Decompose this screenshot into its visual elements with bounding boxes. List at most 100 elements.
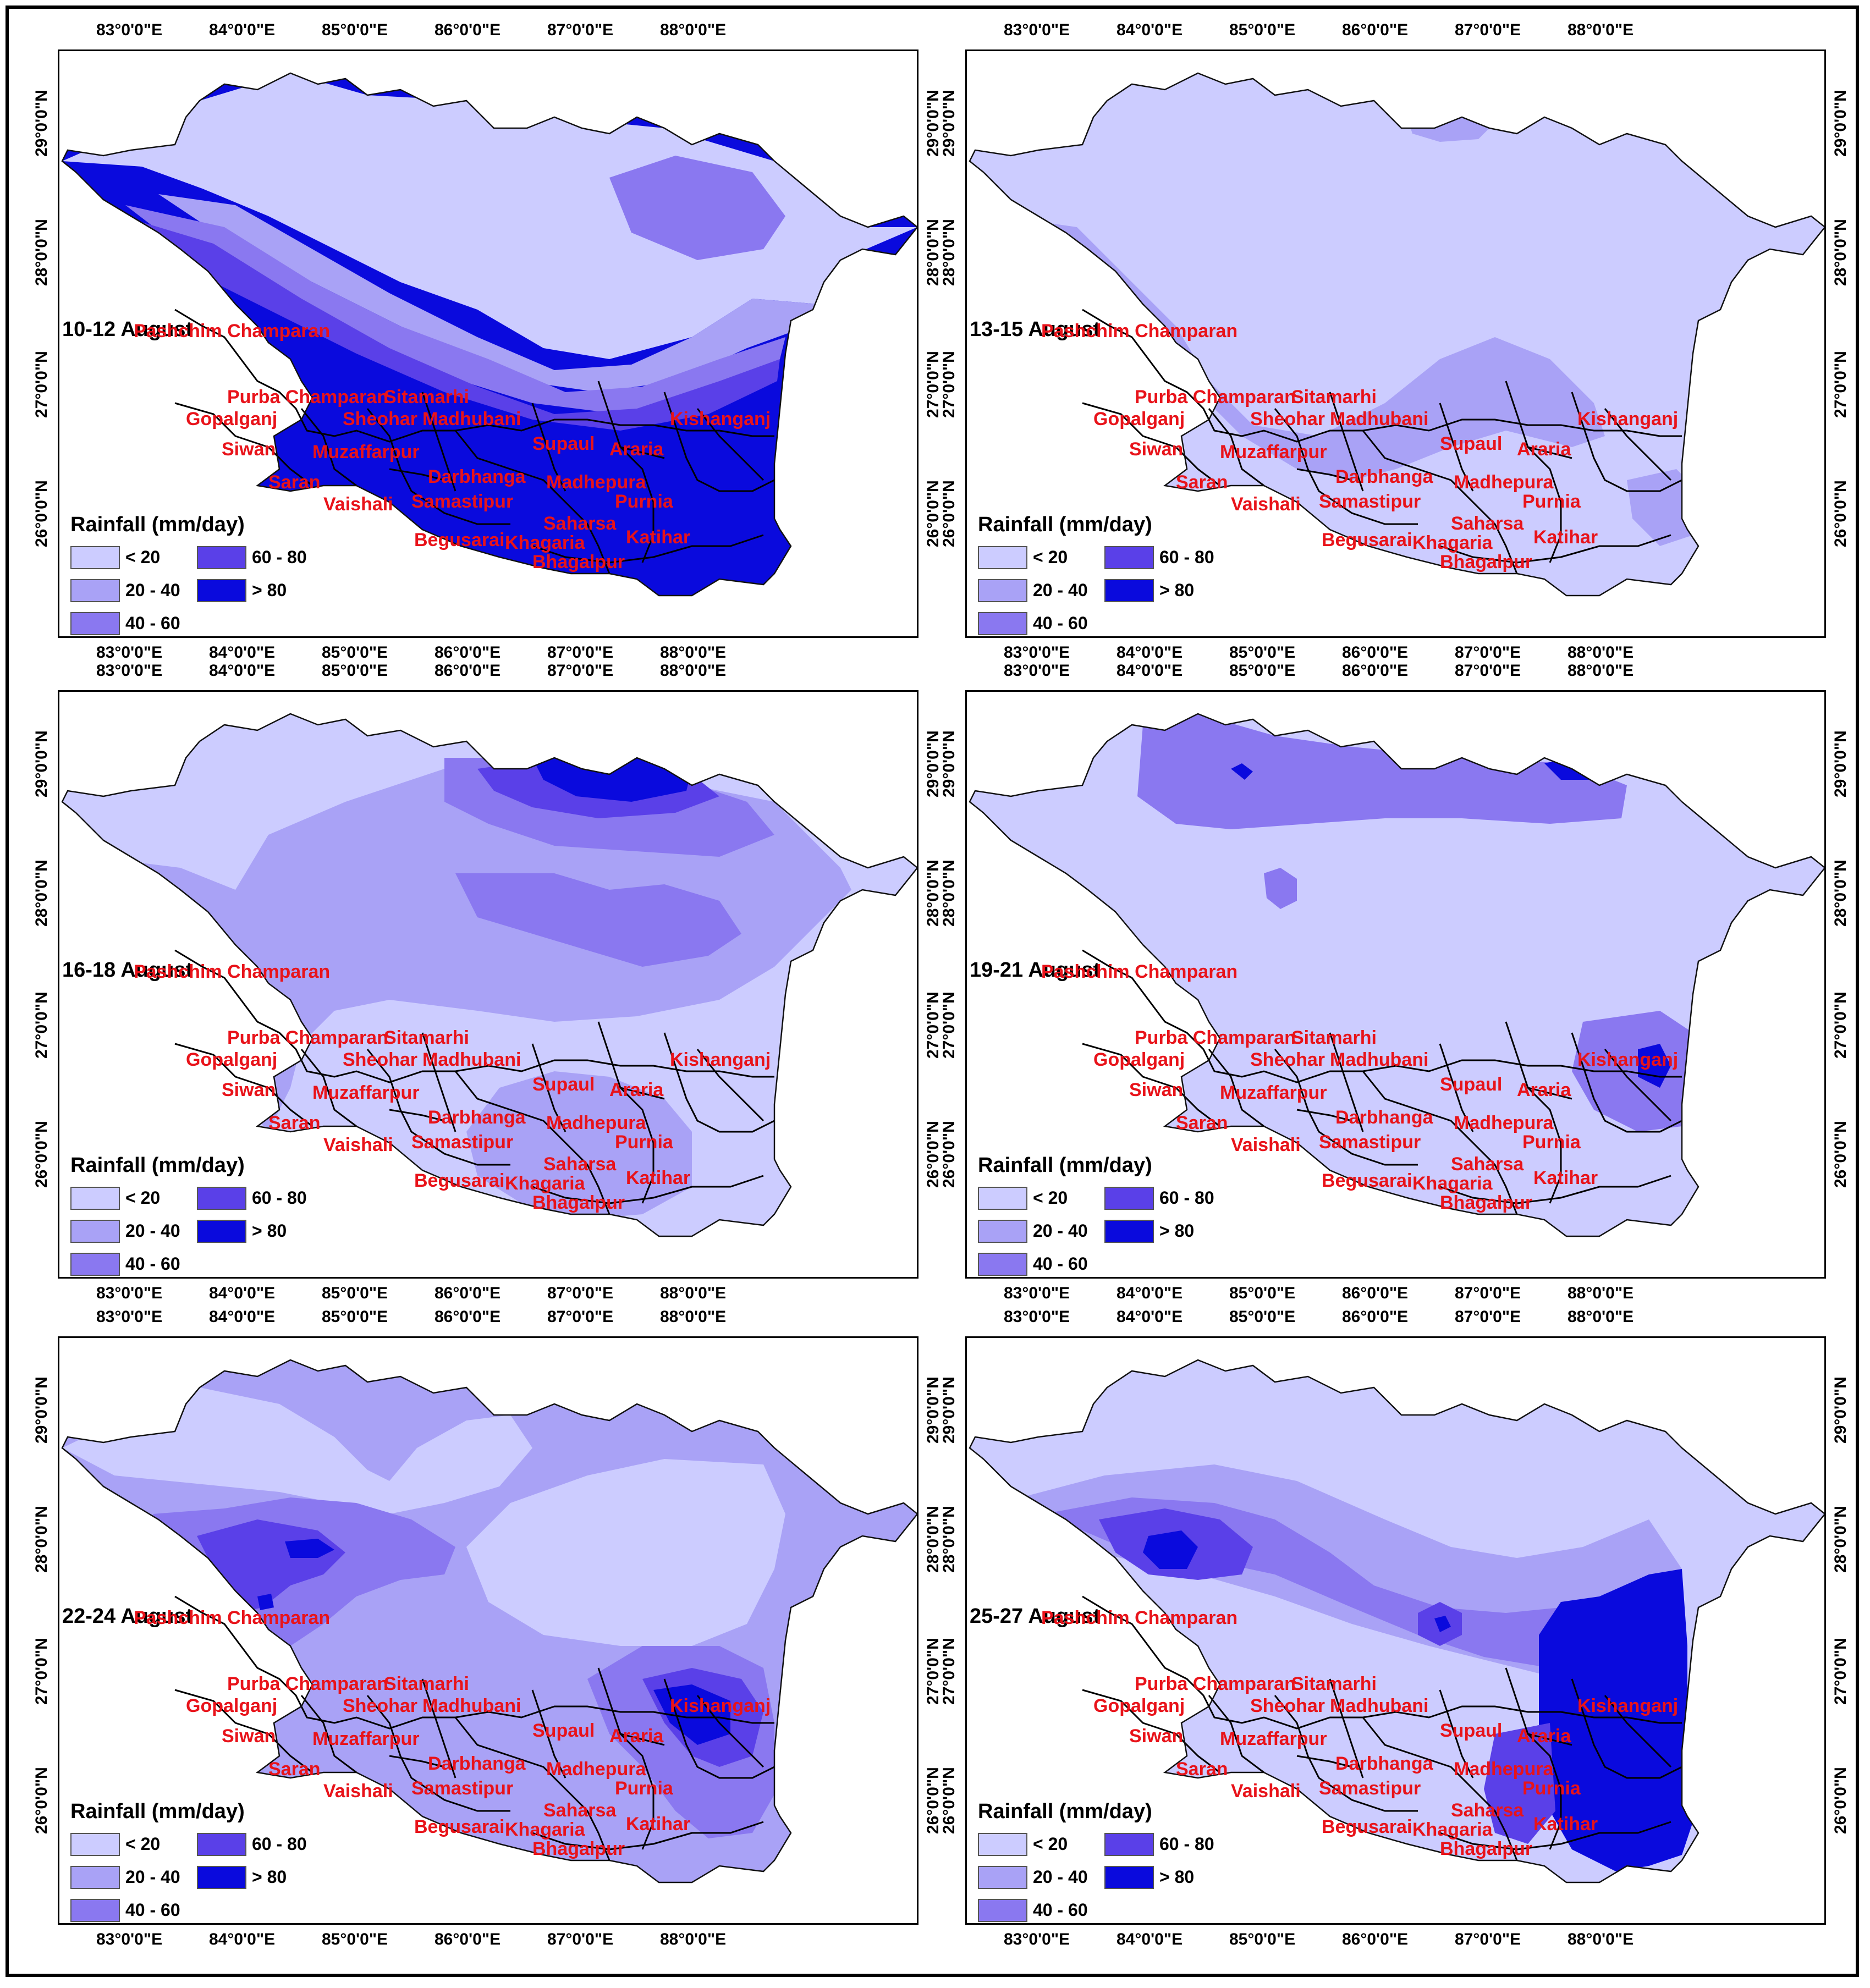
lon-tick-label: 86°0'0"E: [1342, 1308, 1409, 1326]
district-label: Sheohar: [1250, 1695, 1326, 1716]
district-label: Darbhanga: [428, 466, 526, 487]
legend-label: < 20: [1033, 1188, 1068, 1208]
district-label: Bhagalpur: [532, 1838, 625, 1859]
district-label: Purnia: [1522, 1778, 1581, 1799]
district-label: Kishanganj: [1577, 409, 1679, 429]
legend-label: 60 - 80: [1159, 547, 1214, 567]
map-panel: 16-18 August Pashchim Champaran Purba Cham…: [58, 690, 919, 1279]
district-label: Purba Champaran: [1135, 387, 1296, 407]
district-label: Khagaria: [1412, 1819, 1493, 1840]
lon-tick-label: 83°0'0"E: [1004, 21, 1070, 39]
lon-tick-label: 84°0'0"E: [209, 1930, 276, 1948]
rainfall-map: [61, 1359, 917, 1884]
district-label: Siwan: [222, 1080, 276, 1100]
district-label: Supaul: [1440, 1720, 1503, 1741]
district-label: Araria: [609, 439, 664, 460]
district-boundaries: [1082, 309, 1682, 574]
lat-tick-label: 26°0'0"N: [1832, 1121, 1850, 1188]
district-label: Saharsa: [1451, 1154, 1524, 1175]
legend-swatch: [1104, 546, 1154, 569]
rainfall-map: [969, 1359, 1824, 1884]
district-label: Darbhanga: [428, 1107, 526, 1128]
lon-tick-label: 88°0'0"E: [660, 21, 727, 39]
district-label: Gopalganj: [1093, 1049, 1185, 1070]
lon-tick-label: 85°0'0"E: [1229, 1308, 1296, 1326]
lon-tick-label: 86°0'0"E: [1342, 662, 1409, 680]
lat-tick-label: 26°0'0"N: [940, 1767, 958, 1834]
lon-tick-label: 84°0'0"E: [1116, 662, 1183, 680]
rainfall-legend: Rainfall (mm/day) < 20 20 - 40 40 - 60 60 - …: [972, 513, 1225, 635]
lat-tick-label: 28°0'0"N: [940, 860, 958, 927]
legend-swatch: [70, 1220, 120, 1243]
lon-tick-label: 87°0'0"E: [1455, 21, 1521, 39]
lon-tick-label: 83°0'0"E: [1004, 1930, 1070, 1948]
lat-tick-label: 27°0'0"N: [940, 1638, 958, 1705]
rainfall-zone: [1137, 714, 1627, 829]
district-label: Madhubani: [1330, 1049, 1429, 1070]
lat-tick-label: 28°0'0"N: [1832, 1506, 1850, 1573]
basin-outline: [969, 1359, 1824, 1884]
lon-tick-label: 88°0'0"E: [1568, 662, 1634, 680]
district-label: Purnia: [615, 1778, 673, 1799]
district-label: Muzaffarpur: [1220, 442, 1327, 462]
legend-label: 40 - 60: [1033, 1900, 1088, 1920]
district-label: Araria: [1517, 1726, 1571, 1747]
district-label: Khagaria: [1412, 532, 1493, 553]
district-label: Kishanganj: [670, 409, 771, 429]
district-label: Muzaffarpur: [312, 1728, 420, 1749]
rainfall-legend: Rainfall (mm/day) < 20 20 - 40 40 - 60 60 - …: [972, 1800, 1225, 1922]
district-label: Sitamarhi: [1291, 387, 1377, 407]
rainfall-zone: [455, 873, 741, 967]
district-label: Siwan: [1129, 439, 1184, 460]
district-label: Gopalganj: [1093, 409, 1185, 429]
lon-tick-label: 85°0'0"E: [322, 1930, 388, 1948]
district-label: Saran: [1176, 472, 1228, 493]
lon-tick-label: 83°0'0"E: [1004, 1284, 1070, 1302]
district-label: Gopalganj: [186, 409, 278, 429]
district-label: Madhepura: [1454, 1759, 1554, 1780]
district-label: Darbhanga: [428, 1753, 526, 1774]
lon-tick-label: 87°0'0"E: [1455, 1308, 1521, 1326]
district-label: Saharsa: [543, 1800, 617, 1821]
district-label: Gopalganj: [186, 1695, 278, 1716]
lon-tick-label: 86°0'0"E: [1342, 1284, 1409, 1302]
legend-swatch: [978, 579, 1027, 602]
lon-tick-label: 86°0'0"E: [435, 1930, 501, 1948]
lon-tick-label: 85°0'0"E: [1229, 21, 1296, 39]
district-label: Purba Champaran: [1135, 1673, 1296, 1694]
district-boundaries: [174, 1595, 775, 1861]
basin-outline: [969, 713, 1824, 1237]
lat-tick-label: 29°0'0"N: [32, 730, 51, 797]
rainfall-base-region: [970, 73, 1824, 596]
district-label: Araria: [609, 1726, 664, 1747]
lon-tick-label: 88°0'0"E: [1568, 1308, 1634, 1326]
lon-tick-label: 83°0'0"E: [96, 662, 163, 680]
lat-tick-label: 26°0'0"N: [32, 1121, 51, 1188]
district-label: Saharsa: [543, 1154, 617, 1175]
district-label: Begusarai: [1322, 1170, 1412, 1191]
district-label: Siwan: [1129, 1080, 1184, 1100]
district-label: Darbhanga: [1335, 1753, 1433, 1774]
district-label: Araria: [1517, 439, 1571, 460]
district-label: Katihar: [1533, 1168, 1598, 1188]
district-label: Araria: [1517, 1080, 1571, 1100]
legend-swatch: [978, 1833, 1027, 1856]
rainfall-map: [969, 713, 1824, 1237]
lon-tick-label: 88°0'0"E: [660, 662, 727, 680]
period-label: 19-21 August: [970, 959, 1101, 982]
district-label: Gopalganj: [1093, 1695, 1185, 1716]
legend-label: > 80: [252, 1221, 287, 1241]
lon-tick-label: 84°0'0"E: [209, 1284, 276, 1302]
lon-tick-label: 83°0'0"E: [1004, 662, 1070, 680]
lon-tick-label: 87°0'0"E: [1455, 1284, 1521, 1302]
rainfall-zone: [466, 1071, 692, 1220]
district-label: Madhepura: [546, 472, 646, 493]
district-label: Saharsa: [1451, 513, 1524, 534]
district-label: Pashchim Champaran: [1041, 321, 1238, 342]
district-label: Purba Champaran: [1135, 1027, 1296, 1048]
district-label: Madhepura: [1454, 472, 1554, 493]
legend-swatch: [197, 546, 246, 569]
district-label: Purnia: [1522, 1132, 1581, 1153]
district-label: Sheohar: [343, 1049, 418, 1070]
district-label: Sheohar: [343, 1695, 418, 1716]
